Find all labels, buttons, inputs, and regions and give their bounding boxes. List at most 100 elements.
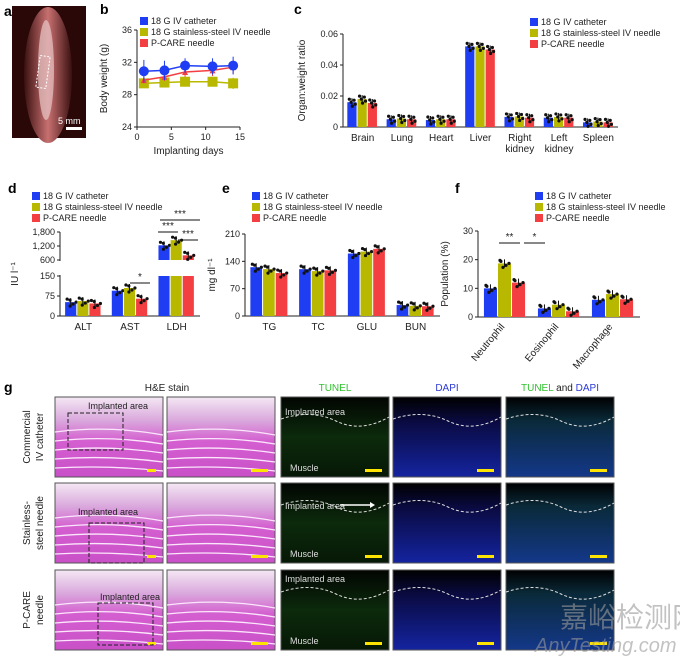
panel-label-c: c xyxy=(294,1,302,17)
tissue-fiber xyxy=(166,523,276,531)
implanted-area-label-tunel: Implanted area xyxy=(285,574,345,584)
bar-e xyxy=(250,267,263,316)
bar-e xyxy=(311,271,324,316)
data-dot xyxy=(130,288,134,292)
significance-label: *** xyxy=(174,209,186,220)
micrograph-r2-c3 xyxy=(392,569,502,651)
data-dot xyxy=(539,304,543,308)
y-tick-label-f: 0 xyxy=(468,312,473,322)
header-tunel: TUNEL xyxy=(319,383,352,394)
mouse-leg-photo: 5 mm xyxy=(12,6,86,143)
data-dot xyxy=(305,269,309,273)
data-dot xyxy=(541,310,545,314)
legend-swatch-d-0 xyxy=(32,192,40,200)
data-dot xyxy=(431,116,435,120)
data-dot xyxy=(588,118,592,122)
significance-label: ** xyxy=(506,232,514,243)
tissue-fiber xyxy=(166,601,276,609)
data-dot xyxy=(446,114,450,118)
data-dot xyxy=(601,298,605,302)
bar-d xyxy=(182,276,194,316)
x-tick-label-d: AST xyxy=(120,322,139,333)
bar-f xyxy=(551,304,566,317)
legend-label-c-1: 18 G stainless-steel IV needle xyxy=(541,28,661,38)
y-tick-label-b: 28 xyxy=(122,90,132,100)
data-dot xyxy=(609,122,614,126)
data-dot xyxy=(465,41,469,46)
bar-e xyxy=(396,305,409,316)
tissue-fiber xyxy=(166,629,276,636)
x-tick-label-b: 15 xyxy=(235,132,245,142)
legend-label-b-0: 18 G IV catheter xyxy=(151,16,217,26)
data-dot xyxy=(481,46,485,51)
data-dot xyxy=(567,307,571,311)
data-dot xyxy=(406,303,410,307)
data-dot xyxy=(595,302,599,306)
data-dot xyxy=(71,302,75,306)
bar-f xyxy=(497,263,512,317)
data-dot xyxy=(470,42,474,47)
data-dot xyxy=(77,296,81,300)
bar-c xyxy=(357,99,367,127)
data-dot xyxy=(612,294,616,298)
watermark-en: AnyTesting.com xyxy=(534,635,677,657)
data-dot xyxy=(98,301,102,306)
header-he-stain: H&E stain xyxy=(145,383,189,394)
bar-d xyxy=(158,276,170,316)
data-dot xyxy=(555,307,559,311)
tissue-fiber xyxy=(166,514,276,522)
data-dot xyxy=(441,115,445,119)
x-tick-label-b: 0 xyxy=(134,132,139,142)
data-dot xyxy=(278,269,282,273)
data-dot xyxy=(569,313,573,317)
boundary-line xyxy=(392,587,502,600)
data-dot xyxy=(424,302,428,306)
data-dot xyxy=(127,290,131,294)
micrograph-r0-c4 xyxy=(505,396,615,478)
y-axis-title-e: mg dl⁻¹ xyxy=(207,258,218,292)
data-dot xyxy=(599,121,603,126)
data-dot xyxy=(621,295,625,299)
boundary-line xyxy=(505,587,615,600)
data-dot xyxy=(347,97,351,101)
x-tick-label-c: Spleen xyxy=(583,133,614,144)
data-dot xyxy=(115,293,119,297)
micrograph-r2-c4 xyxy=(505,569,615,651)
data-point xyxy=(159,77,170,88)
data-dot xyxy=(83,301,87,305)
legend-swatch-f-2 xyxy=(535,214,543,222)
data-dot xyxy=(564,113,568,117)
data-dot xyxy=(382,247,386,251)
y-axis-title-c: Organ:weight ratio xyxy=(297,39,308,121)
data-dot xyxy=(490,45,494,50)
panel-label-e: e xyxy=(222,180,230,196)
data-dot xyxy=(428,306,432,310)
data-dot xyxy=(560,117,564,121)
data-dot xyxy=(269,269,273,273)
data-point xyxy=(159,65,170,76)
x-tick-label-e: TC xyxy=(311,322,324,333)
data-dot xyxy=(272,267,276,271)
data-dot xyxy=(183,250,187,254)
bar-d xyxy=(136,298,148,316)
muscle-label: Muscle xyxy=(290,549,319,559)
data-dot xyxy=(553,301,557,305)
legend-swatch-c-0 xyxy=(530,18,538,26)
data-dot xyxy=(177,240,181,244)
micrograph-r0-c2 xyxy=(280,396,390,478)
micrograph-r2-c1 xyxy=(166,569,276,651)
boundary-line xyxy=(392,500,502,513)
data-dot xyxy=(548,114,553,118)
data-dot xyxy=(609,296,613,300)
y-tick-label-e: 210 xyxy=(225,229,240,239)
bar-e xyxy=(373,248,385,316)
data-dot xyxy=(363,99,368,103)
bar-c xyxy=(347,102,357,127)
y-tick-label-e: 140 xyxy=(225,256,240,266)
data-dot xyxy=(92,305,96,310)
data-dot xyxy=(569,114,573,118)
data-dot xyxy=(363,247,367,252)
